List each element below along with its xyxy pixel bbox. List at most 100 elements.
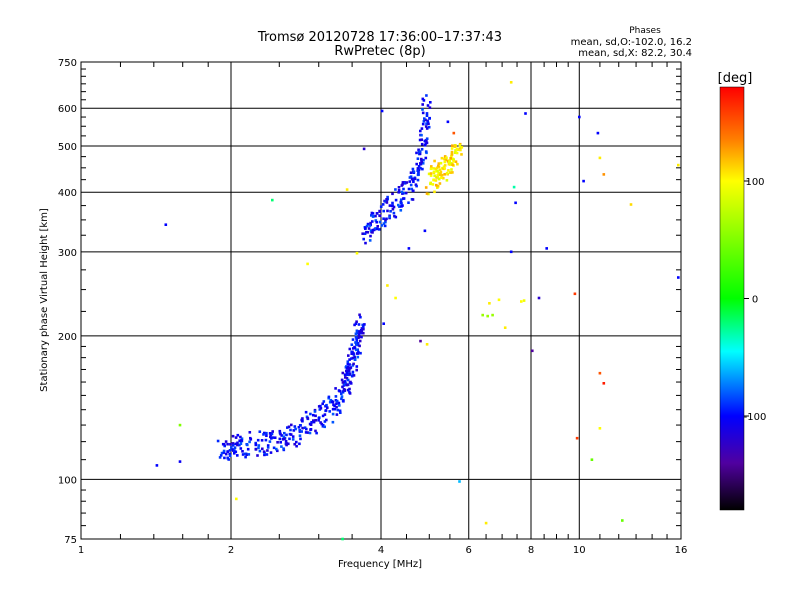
data-point: [384, 220, 387, 224]
data-point: [240, 439, 243, 442]
data-point: [364, 241, 367, 245]
data-point: [408, 180, 412, 183]
data-point: [449, 162, 453, 165]
x-tick-label: 16: [675, 545, 688, 556]
data-point: [427, 122, 430, 126]
data-point: [262, 433, 265, 436]
data-point: [417, 148, 420, 152]
data-point: [423, 117, 426, 120]
data-point: [314, 429, 317, 433]
data-point: [334, 387, 337, 390]
data-point: [598, 156, 602, 160]
data-point: [345, 371, 349, 375]
data-point: [312, 419, 315, 422]
data-point: [433, 174, 436, 178]
data-point: [358, 313, 361, 317]
data-point: [322, 400, 326, 403]
legend-heading: Phases: [629, 26, 661, 36]
data-point: [439, 161, 443, 165]
data-point: [420, 160, 423, 164]
data-point: [455, 147, 459, 151]
data-point: [283, 431, 286, 435]
data-point: [292, 429, 296, 432]
data-point: [257, 446, 260, 450]
data-point: [355, 251, 359, 255]
data-point: [398, 205, 401, 208]
data-point: [364, 227, 367, 230]
data-point: [342, 400, 345, 403]
data-point: [223, 456, 226, 460]
data-point: [442, 176, 445, 180]
data-point: [390, 204, 394, 208]
data-point: [224, 440, 228, 443]
data-point: [271, 430, 274, 433]
data-point: [371, 212, 375, 215]
data-point: [386, 209, 389, 213]
data-point: [412, 180, 415, 183]
colorbar-gradient: [719, 86, 745, 511]
data-point: [357, 333, 361, 336]
data-point: [426, 120, 430, 124]
data-point: [283, 437, 286, 441]
data-point: [226, 450, 230, 453]
colorbar-ticks: 100 0 -100: [744, 177, 767, 423]
data-point: [270, 437, 273, 440]
data-point: [350, 350, 353, 354]
data-point: [424, 156, 428, 160]
data-point: [317, 416, 321, 420]
data-point: [430, 165, 433, 168]
data-point: [260, 439, 264, 442]
data-point: [355, 337, 358, 340]
data-point: [238, 443, 241, 447]
data-point: [436, 185, 440, 188]
data-point: [509, 250, 513, 254]
data-point: [345, 373, 349, 377]
data-point: [285, 433, 288, 437]
data-point: [269, 435, 272, 439]
data-point: [357, 323, 361, 326]
data-point: [340, 395, 344, 398]
data-point: [392, 205, 396, 209]
data-point: [341, 385, 344, 389]
data-point: [351, 356, 355, 360]
data-point: [341, 381, 345, 384]
data-point: [219, 454, 223, 457]
data-point: [328, 400, 332, 404]
data-point: [425, 122, 428, 126]
data-point: [268, 440, 272, 443]
data-point: [375, 220, 378, 224]
data-point: [424, 125, 428, 128]
data-point: [343, 380, 347, 383]
data-point: [677, 276, 680, 279]
data-point: [323, 413, 327, 416]
data-point: [425, 141, 429, 145]
data-point: [409, 183, 413, 187]
data-point: [425, 192, 429, 195]
data-point: [329, 398, 332, 402]
data-point: [425, 114, 429, 117]
data-point: [321, 402, 324, 406]
data-point: [355, 365, 359, 368]
data-point: [420, 148, 424, 151]
data-point: [409, 171, 413, 174]
data-point: [531, 349, 534, 353]
data-point: [263, 453, 266, 457]
data-point: [246, 443, 249, 447]
data-point: [377, 228, 381, 231]
y-tick-label: 400: [58, 188, 77, 199]
data-point: [419, 162, 422, 165]
data-point: [319, 407, 323, 410]
data-point: [346, 362, 350, 366]
data-point: [374, 219, 378, 222]
data-point: [378, 214, 382, 218]
data-point: [254, 448, 258, 451]
data-point: [341, 537, 344, 541]
data-point: [317, 405, 321, 408]
data-point: [439, 173, 442, 177]
data-point: [385, 201, 389, 204]
data-point: [337, 389, 341, 392]
data-point: [348, 347, 352, 351]
data-point: [433, 159, 436, 163]
data-point: [234, 436, 238, 439]
data-point: [298, 442, 301, 446]
